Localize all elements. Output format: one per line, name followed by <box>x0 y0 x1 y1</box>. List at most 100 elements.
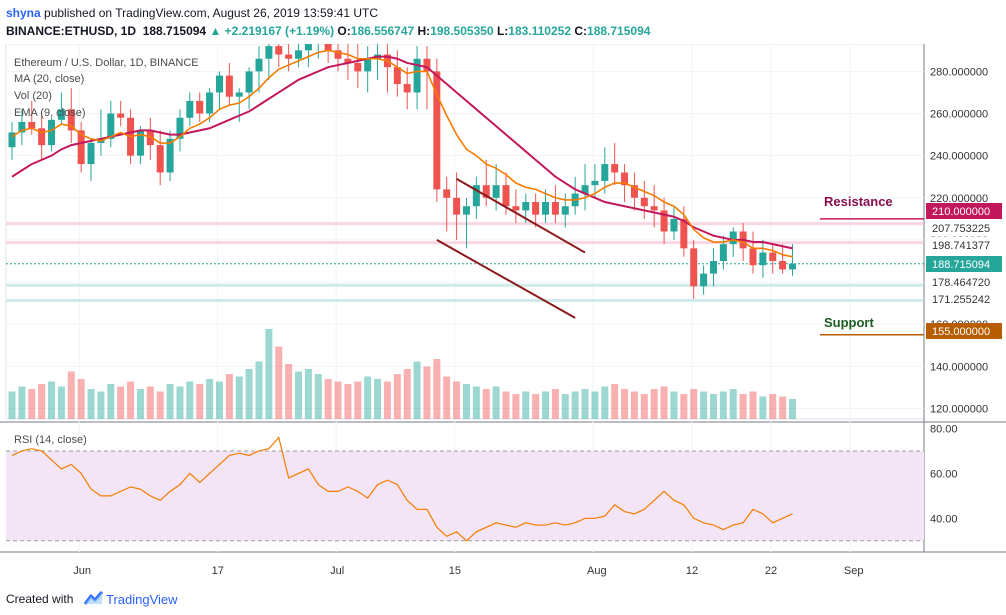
volume-bar <box>127 381 135 419</box>
candle-body <box>146 130 154 146</box>
candle-body <box>285 54 293 59</box>
price-tag-label: 198.741377 <box>932 240 990 252</box>
tradingview-brand[interactable]: TradingView <box>106 592 178 607</box>
volume-bar <box>67 371 75 419</box>
price-tick-label: 280.000000 <box>930 66 988 78</box>
volume-bar <box>8 391 16 419</box>
volume-bar <box>680 394 688 419</box>
time-tick-label: 15 <box>449 565 461 577</box>
volume-bar <box>146 386 154 419</box>
volume-bar <box>38 384 46 419</box>
candle-body <box>166 138 174 173</box>
price-tick-label: 140.000000 <box>930 361 988 373</box>
volume-bar <box>591 391 599 419</box>
candle-body <box>621 172 629 186</box>
open-label: O: <box>337 24 351 38</box>
ema-legend: EMA (9, close) <box>14 107 86 119</box>
price-tag-label: 210.000000 <box>932 206 990 218</box>
chart-header: shyna published on TradingView.com, Augu… <box>0 0 1006 44</box>
candle-body <box>107 113 115 139</box>
candle-body <box>77 130 85 165</box>
time-tick-label: 17 <box>212 565 224 577</box>
volume-bar <box>18 386 26 419</box>
volume-bar <box>166 384 174 419</box>
price-tag-box <box>926 220 1002 236</box>
candle-body <box>561 206 569 215</box>
price-tick-label: 120.000000 <box>930 403 988 415</box>
volume-bar <box>87 389 95 419</box>
price-tag-box <box>926 323 1002 339</box>
price-tag-box <box>926 291 1002 307</box>
volume-bar <box>235 376 243 419</box>
price-tags: 210.000000 207.753225 198.741377 188.715094… <box>926 203 1002 339</box>
candle-body <box>38 128 46 146</box>
footer: Created with TradingView <box>0 584 1006 615</box>
volume-bar <box>295 371 303 419</box>
price-chart[interactable]: 120.000000140.000000160.000000180.000000… <box>0 44 1006 584</box>
volume-bar <box>581 389 589 419</box>
candle-body <box>324 44 332 51</box>
candle-body <box>117 113 125 118</box>
candle-body <box>650 206 658 211</box>
volume-bar <box>532 394 540 419</box>
volume-bar <box>621 389 629 419</box>
candle-body <box>591 180 599 186</box>
price-tag-box <box>926 274 1002 290</box>
rsi-tick-label: 80.00 <box>930 423 958 435</box>
candle-body <box>690 248 698 287</box>
volume-bars <box>8 329 797 419</box>
time-tick-label: Aug <box>587 565 607 577</box>
candle-body <box>462 206 470 215</box>
candle-body <box>136 130 144 156</box>
volume-bar <box>739 394 747 419</box>
volume-bar <box>413 361 421 419</box>
candle-body <box>18 121 26 133</box>
candle-body <box>581 185 589 194</box>
candle-body <box>443 189 451 198</box>
candle-body <box>28 121 36 129</box>
candle-body <box>176 117 184 139</box>
candle-body <box>522 202 530 211</box>
candle-body <box>354 62 362 72</box>
candle-body <box>423 58 431 72</box>
candle-body <box>640 197 648 207</box>
candle-body <box>215 75 223 93</box>
candle-body <box>48 119 56 146</box>
price-tick-label: 260.000000 <box>930 109 988 121</box>
candle-body <box>206 92 214 114</box>
volume-bar <box>769 394 777 419</box>
symbol-name: BINANCE:ETHUSD, 1D <box>6 24 137 38</box>
publish-info: shyna published on TradingView.com, Augu… <box>6 6 378 20</box>
ema-9-line <box>11 49 793 258</box>
volume-bar <box>433 359 441 419</box>
price-tag-label: 155.000000 <box>932 326 990 338</box>
volume-bar <box>265 329 273 419</box>
upper-trend-line <box>456 177 586 254</box>
indicator-lines <box>11 49 793 319</box>
low-value: 183.110252 <box>508 24 572 38</box>
price-tag-label: 207.753225 <box>932 223 990 235</box>
volume-bar <box>601 386 609 419</box>
volume-bar <box>107 384 115 419</box>
volume-bar <box>670 391 678 419</box>
candle-body <box>630 185 638 198</box>
candle-body <box>472 185 480 207</box>
volume-bar <box>334 381 342 419</box>
candle-body <box>512 206 520 211</box>
symbol-quote: BINANCE:ETHUSD, 1D 188.715094 ▲ +2.21916… <box>6 24 650 38</box>
volume-bar <box>206 379 214 419</box>
volume-bar <box>383 381 391 419</box>
candle-body <box>492 185 500 198</box>
volume-bar <box>196 384 204 419</box>
price-tag-label: 188.715094 <box>932 259 990 271</box>
volume-bar <box>48 381 56 419</box>
author-link[interactable]: shyna <box>6 6 41 20</box>
volume-bar <box>492 386 500 419</box>
candle-body <box>265 46 273 59</box>
price-tag-box <box>926 237 1002 253</box>
candle-body <box>542 202 550 215</box>
candle-body <box>611 164 619 173</box>
rsi-tick-label: 40.00 <box>930 513 958 525</box>
created-with-text: Created with <box>6 592 74 606</box>
price-tick-label: 220.000000 <box>930 193 988 205</box>
